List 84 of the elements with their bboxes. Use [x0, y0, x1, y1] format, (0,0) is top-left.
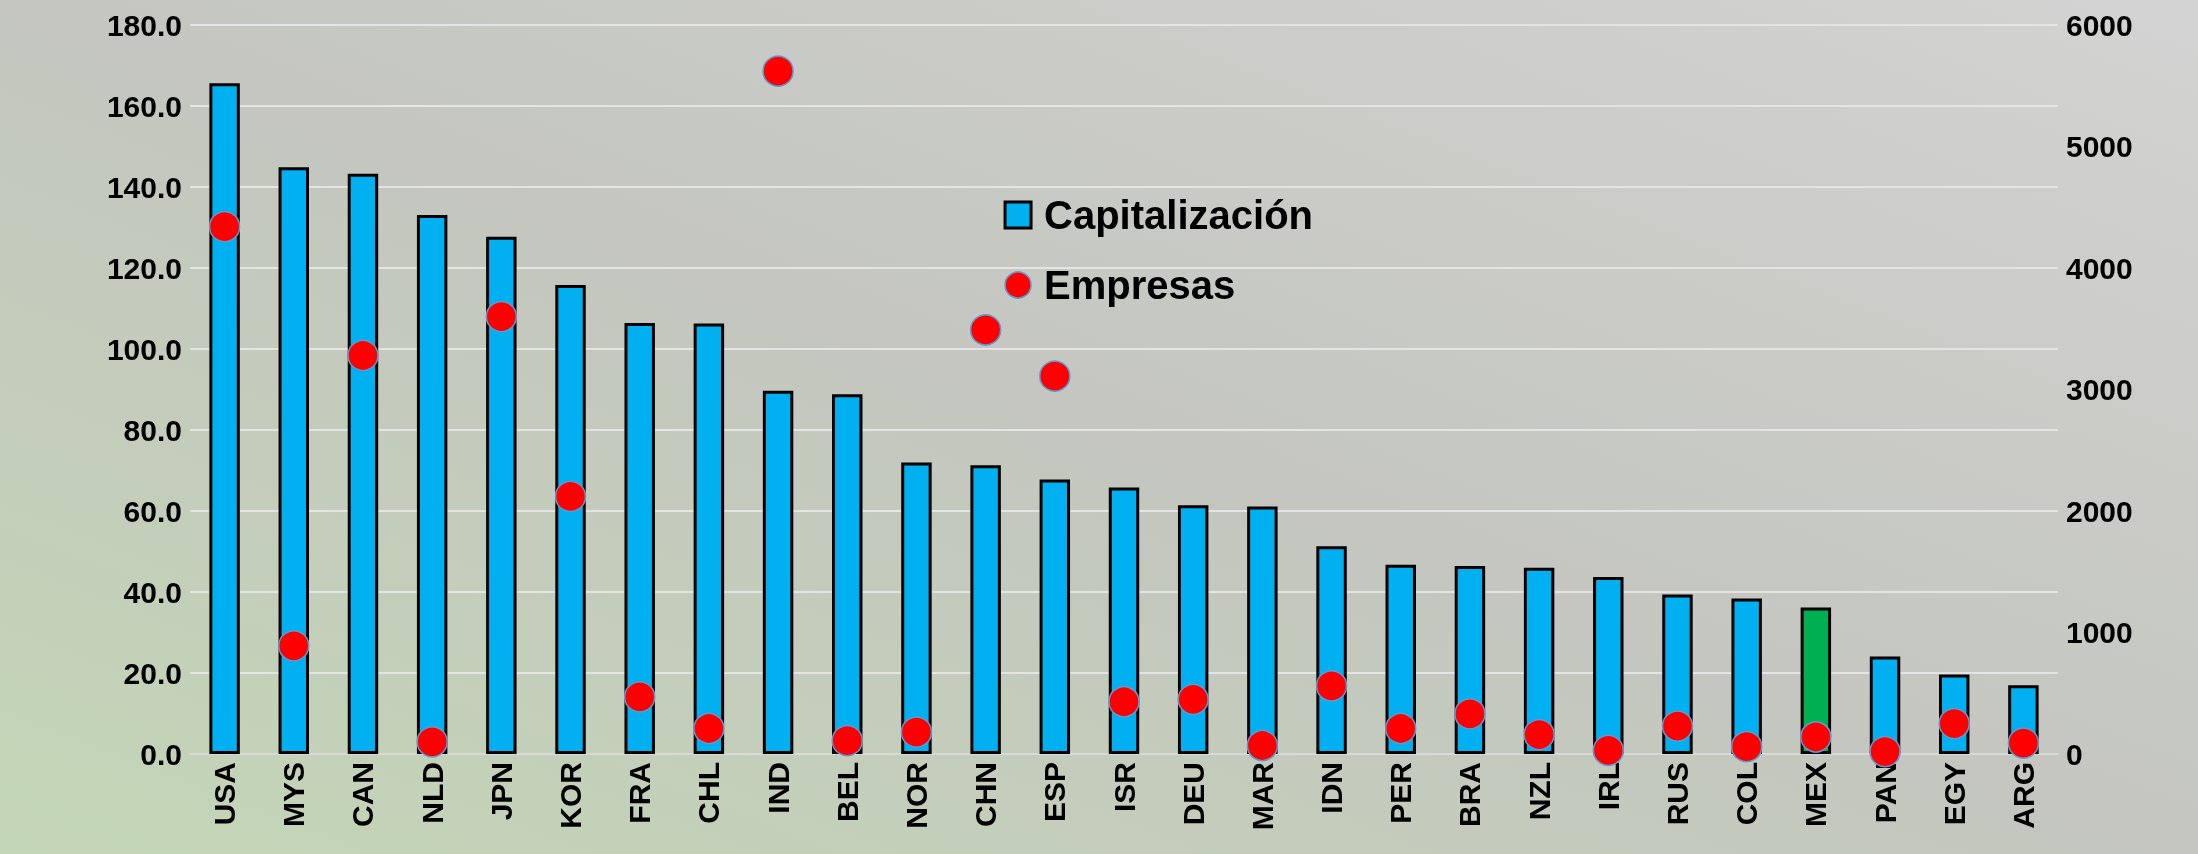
point [1938, 707, 1970, 740]
point [2007, 727, 2040, 759]
bar [555, 285, 586, 754]
x-tick-label: CAN [346, 762, 380, 827]
point [1800, 721, 1832, 753]
x-tick-label: EGY [1937, 762, 1971, 826]
point [762, 55, 794, 87]
x-tick-label: IDN [1315, 762, 1349, 814]
bar [762, 390, 794, 754]
point [347, 339, 379, 372]
point [693, 712, 725, 745]
x-tick-label: NZL [1522, 762, 1556, 821]
y2-tick-label: 0 [2066, 737, 2083, 771]
y-tick-label: 20.0 [123, 656, 182, 690]
point [1039, 360, 1071, 392]
x-tick-label: NOR [899, 761, 933, 829]
point [1454, 698, 1486, 730]
x-tick-label: ISR [1107, 761, 1141, 813]
point [416, 726, 448, 758]
point [969, 314, 1002, 346]
x-tick-label: BEL [830, 762, 864, 822]
x-tick-label: MAR [1245, 761, 1279, 831]
bar [1247, 506, 1278, 754]
x-tick-label: RUS [1660, 762, 1694, 826]
x-tick-label: CHN [969, 762, 1003, 827]
point [1661, 710, 1694, 742]
x-tick-label: IND [761, 762, 795, 814]
point [554, 480, 587, 513]
x-tick-label: IRL [1591, 762, 1625, 811]
y2-tick-label: 2000 [2066, 494, 2133, 528]
x-tick-label: CHL [692, 762, 726, 824]
point [485, 300, 518, 333]
point [278, 630, 310, 662]
y2-tick-label: 4000 [2066, 251, 2133, 285]
y-tick-label: 160.0 [106, 89, 182, 123]
x-tick-label: COL [1730, 762, 1764, 826]
point [623, 681, 656, 713]
x-tick-label: ESP [1038, 762, 1072, 823]
y-tick-label: 120.0 [106, 251, 182, 285]
y2-tick-label: 6000 [2066, 8, 2133, 42]
bar [347, 173, 379, 754]
y-tick-label: 80.0 [123, 413, 182, 447]
bar [901, 462, 932, 754]
y-tick-label: 60.0 [123, 494, 182, 528]
x-tick-label: KOR [554, 761, 588, 829]
legend-label: Capitalización [1044, 193, 1314, 237]
y-tick-label: 140.0 [106, 170, 182, 204]
x-tick-label: PER [1384, 761, 1418, 824]
y-tick-label: 180.0 [106, 8, 182, 42]
point [1730, 730, 1763, 763]
x-tick-label: DEU [1176, 762, 1210, 826]
y-tick-label: 0.0 [140, 737, 182, 771]
point [831, 724, 864, 757]
point [1108, 686, 1140, 718]
point [1523, 718, 1555, 751]
bar [209, 83, 240, 754]
bar [970, 465, 1001, 754]
point [1177, 683, 1209, 716]
bar [693, 323, 725, 754]
point [1315, 670, 1348, 702]
bar [1039, 479, 1071, 754]
bar [278, 167, 309, 754]
legend-label: Empresas [1044, 263, 1236, 307]
y2-tick-label: 3000 [2066, 373, 2133, 406]
x-tick-label: ARG [2006, 762, 2040, 829]
x-tick-label: NLD [415, 762, 449, 824]
bar [416, 214, 448, 754]
y2-tick-label: 1000 [2066, 616, 2133, 649]
bar [832, 394, 863, 754]
point [1246, 729, 1279, 762]
y-tick-label: 40.0 [123, 575, 182, 609]
point [1385, 712, 1417, 745]
bar [486, 236, 517, 754]
x-tick-label: USA [208, 762, 242, 826]
y2-tick-label: 5000 [2066, 130, 2133, 163]
y-tick-label: 100.0 [106, 332, 182, 366]
x-tick-label: BRA [1453, 762, 1487, 827]
x-tick-label: FRA [623, 762, 657, 824]
x-tick-label: MYS [277, 762, 311, 828]
point [900, 716, 933, 748]
x-tick-label: JPN [484, 762, 518, 821]
bar [624, 323, 655, 754]
point [208, 210, 241, 243]
x-tick-label: MEX [1799, 762, 1833, 828]
